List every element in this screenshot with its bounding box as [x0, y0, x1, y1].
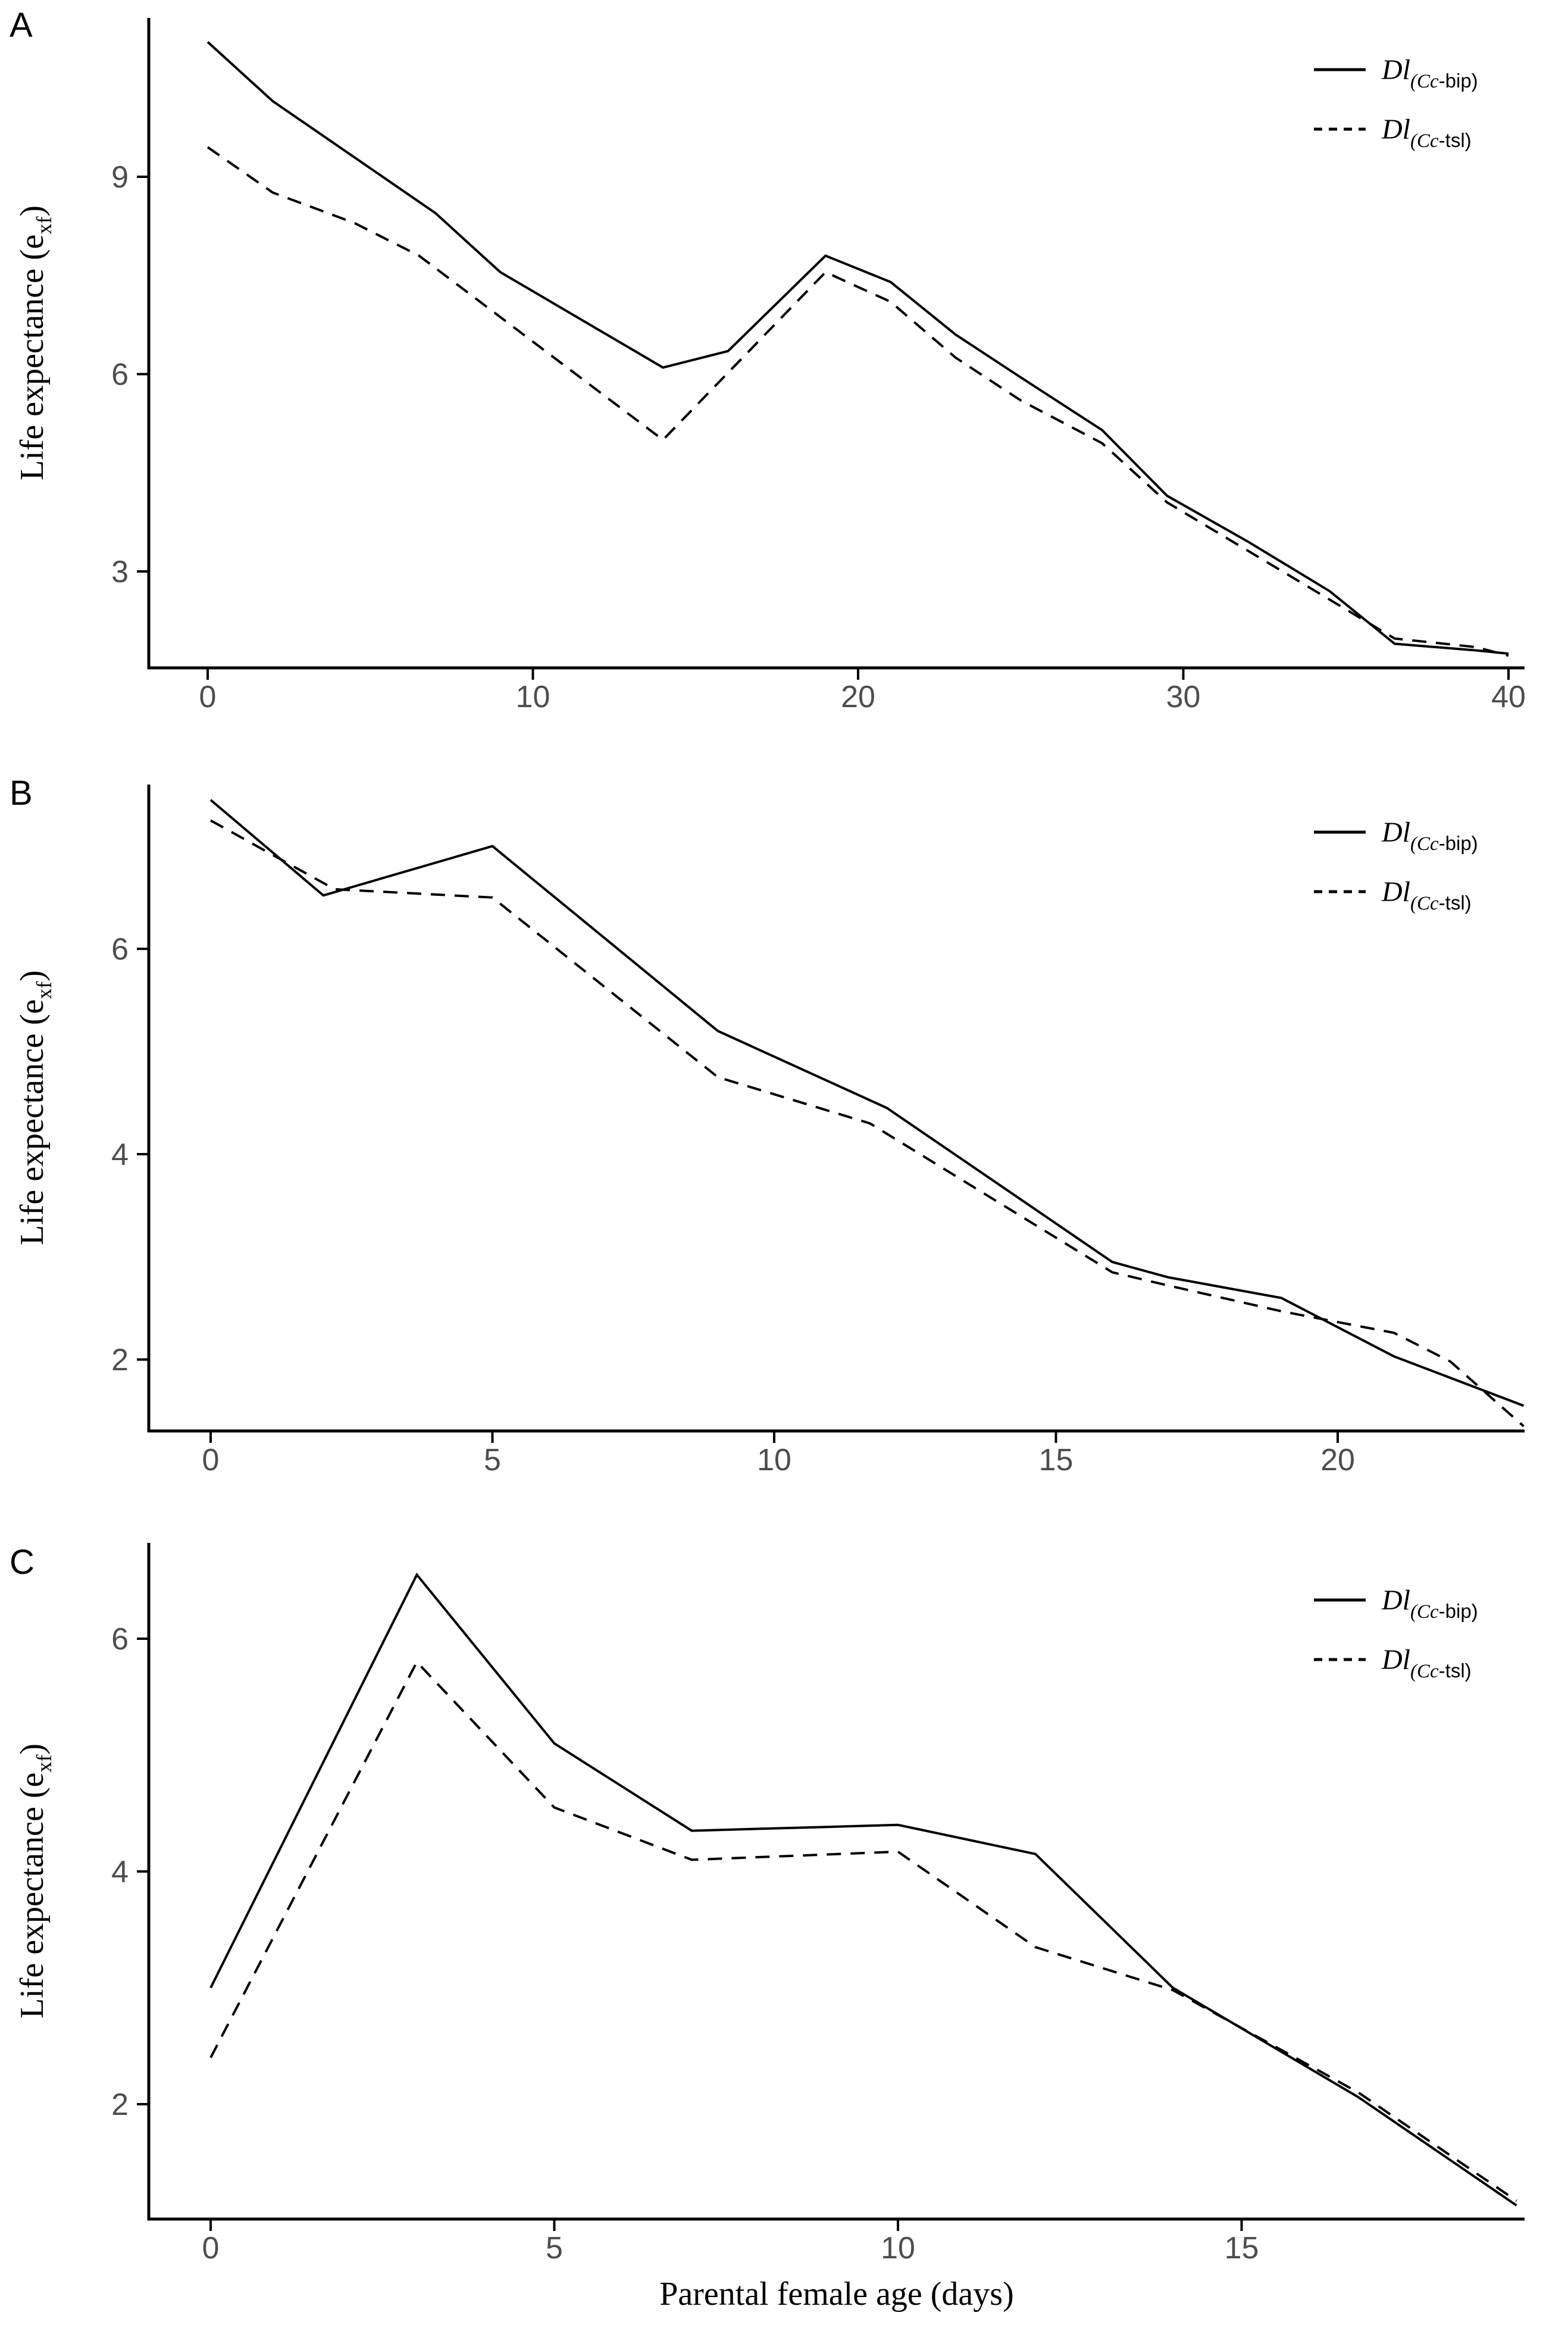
legend: Dl(Cc-bip) Dl(Cc-tsl) — [1314, 1585, 1478, 1682]
series-line-cc-tsl — [209, 1660, 1517, 2202]
legend-item: Dl(Cc-tsl) — [1314, 1644, 1472, 1682]
y-axis-label: Life expectance (exf) — [14, 205, 56, 480]
legend: Dl(Cc-bip) Dl(Cc-tsl) — [1314, 817, 1478, 914]
series-line-cc-bip — [209, 799, 1525, 1407]
x-tick-label: 15 — [1225, 2231, 1259, 2265]
y-tick-label: 2 — [111, 1343, 129, 1377]
panel-letter: A — [10, 6, 33, 45]
legend-item: Dl(Cc-tsl) — [1314, 114, 1472, 152]
legend-label: Dl(Cc-tsl) — [1381, 876, 1472, 914]
legend-item: Dl(Cc-bip) — [1314, 1585, 1478, 1623]
legend-item: Dl(Cc-bip) — [1314, 54, 1478, 92]
x-axis-title: Parental female age (days) — [659, 2276, 1013, 2313]
x-tick-label: 5 — [484, 1443, 501, 1477]
x-tick-label: 10 — [757, 1443, 791, 1477]
x-tick-label: 0 — [202, 2231, 220, 2265]
legend-item: Dl(Cc-bip) — [1314, 817, 1478, 855]
x-tick-label: 30 — [1166, 680, 1201, 714]
x-tick-label: 40 — [1491, 680, 1526, 714]
legend-label: Dl(Cc-bip) — [1381, 1585, 1478, 1623]
x-tick-label: 10 — [881, 2231, 915, 2265]
panel-b: 0 5 10 15 20 2 4 6 Dl(Cc-bip) Dl(Cc-tsl) B Life exp… — [10, 774, 1525, 1477]
series-line-cc-bip — [209, 1572, 1517, 2207]
x-tick-label: 10 — [516, 680, 550, 714]
y-tick-label: 3 — [111, 555, 129, 589]
y-tick-label: 2 — [111, 2088, 129, 2122]
x-tick-label: 0 — [199, 680, 217, 714]
legend-label: Dl(Cc-tsl) — [1381, 1644, 1472, 1682]
legend-item: Dl(Cc-tsl) — [1314, 876, 1472, 914]
series-line-cc-tsl — [210, 819, 1525, 1427]
series-line-cc-bip — [206, 41, 1509, 655]
y-tick-label: 9 — [111, 160, 129, 195]
y-tick-label: 4 — [111, 1138, 129, 1172]
x-tick-label: 20 — [1320, 1443, 1355, 1477]
x-tick-label: 0 — [202, 1443, 220, 1477]
x-tick-label: 20 — [841, 680, 875, 714]
panel-letter: B — [10, 774, 33, 813]
y-tick-label: 6 — [111, 358, 129, 392]
panel-c: 0 5 10 15 2 4 6 Dl(Cc-bip) Dl(Cc-tsl) C Life expec… — [10, 1543, 1525, 2265]
legend-label: Dl(Cc-tsl) — [1381, 114, 1472, 152]
panel-a: 0 10 20 30 40 3 6 9 Dl(Cc-bip) Dl(Cc-tsl) A Life ex… — [10, 6, 1526, 714]
series-line-cc-tsl — [206, 146, 1509, 657]
y-axis-label: Life expectance (exf) — [14, 1743, 56, 2018]
y-tick-label: 6 — [111, 932, 129, 967]
legend: Dl(Cc-bip) Dl(Cc-tsl) — [1314, 54, 1478, 152]
legend-label: Dl(Cc-bip) — [1381, 54, 1478, 92]
y-tick-label: 4 — [111, 1855, 129, 1889]
panel-letter: C — [10, 1543, 35, 1582]
x-tick-label: 15 — [1039, 1443, 1073, 1477]
x-tick-label: 5 — [546, 2231, 563, 2265]
legend-label: Dl(Cc-bip) — [1381, 817, 1478, 855]
y-tick-label: 6 — [111, 1622, 129, 1657]
y-axis-label: Life expectance (exf) — [14, 970, 56, 1245]
